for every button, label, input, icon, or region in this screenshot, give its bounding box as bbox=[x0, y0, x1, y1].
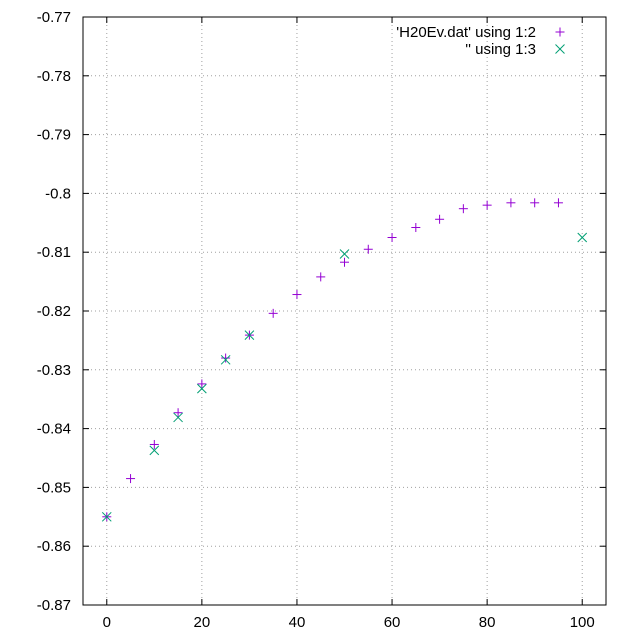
y-tick-label: -0.87 bbox=[37, 597, 71, 614]
y-tick-label: -0.82 bbox=[37, 303, 71, 320]
marker-stroke bbox=[149, 445, 160, 456]
data-point bbox=[126, 474, 136, 484]
data-point bbox=[458, 204, 468, 214]
data-point bbox=[482, 200, 492, 210]
data-point bbox=[221, 353, 231, 363]
x-tick-label: 80 bbox=[479, 614, 496, 631]
series-2 bbox=[101, 232, 588, 522]
legend-layer: 'H20Ev.dat' using 1:2'' using 1:3 bbox=[396, 24, 565, 58]
data-point bbox=[149, 439, 159, 449]
data-point bbox=[101, 511, 112, 522]
y-tick-label: -0.79 bbox=[37, 127, 71, 144]
marker-stroke bbox=[173, 412, 183, 423]
marker-stroke bbox=[244, 330, 255, 340]
data-point bbox=[530, 198, 540, 208]
x-tick-label: 60 bbox=[384, 614, 401, 631]
marker-stroke bbox=[220, 354, 231, 365]
y-tick-label: -0.78 bbox=[37, 68, 71, 85]
legend-marker-2 bbox=[555, 44, 565, 54]
marker-stroke bbox=[339, 249, 350, 259]
x-tick-label: 20 bbox=[194, 614, 211, 631]
data-point bbox=[339, 249, 350, 259]
data-point bbox=[244, 330, 255, 340]
plot-frame bbox=[82, 16, 607, 606]
data-point bbox=[363, 244, 373, 254]
data-point bbox=[173, 412, 183, 423]
y-tick-label: -0.81 bbox=[37, 244, 71, 261]
data-point bbox=[197, 379, 207, 389]
x-tick-label: 40 bbox=[289, 614, 306, 631]
marker-stroke bbox=[197, 383, 207, 394]
data-point bbox=[387, 233, 397, 242]
data-point bbox=[149, 445, 160, 456]
data-point bbox=[292, 290, 302, 300]
x-tick-label: 0 bbox=[103, 614, 111, 631]
data-point bbox=[173, 408, 183, 418]
data-point bbox=[577, 232, 588, 243]
legend-label-1: 'H20Ev.dat' using 1:2 bbox=[396, 24, 536, 41]
series-layer bbox=[101, 198, 588, 522]
legend-marker-1 bbox=[555, 27, 565, 37]
y-tick-label: -0.86 bbox=[37, 538, 71, 555]
data-point bbox=[411, 223, 421, 233]
data-point bbox=[553, 198, 563, 208]
marker-stroke bbox=[555, 44, 565, 54]
series-1 bbox=[102, 198, 563, 522]
y-tick-label: -0.85 bbox=[37, 479, 71, 496]
axis-layer: 0 20 40 60 80 100 -0.87 -0.86 -0.85 -0.84 -0.83 -0.… bbox=[37, 9, 607, 631]
data-point bbox=[268, 308, 278, 318]
y-tick-label: -0.77 bbox=[37, 9, 71, 26]
legend-label-2: '' using 1:3 bbox=[465, 41, 536, 58]
data-point bbox=[316, 272, 326, 282]
marker-stroke bbox=[577, 232, 588, 243]
data-point bbox=[506, 198, 516, 208]
x-tick-label: 100 bbox=[570, 614, 595, 631]
y-tick-label: -0.83 bbox=[37, 362, 71, 379]
y-tick-label: -0.8 bbox=[45, 185, 71, 202]
grid-layer bbox=[83, 16, 606, 606]
data-point bbox=[340, 257, 349, 267]
data-point bbox=[197, 383, 207, 394]
data-point bbox=[220, 354, 231, 365]
y-tick-label: -0.84 bbox=[37, 421, 71, 438]
data-point bbox=[435, 214, 445, 224]
marker-stroke bbox=[101, 511, 112, 522]
